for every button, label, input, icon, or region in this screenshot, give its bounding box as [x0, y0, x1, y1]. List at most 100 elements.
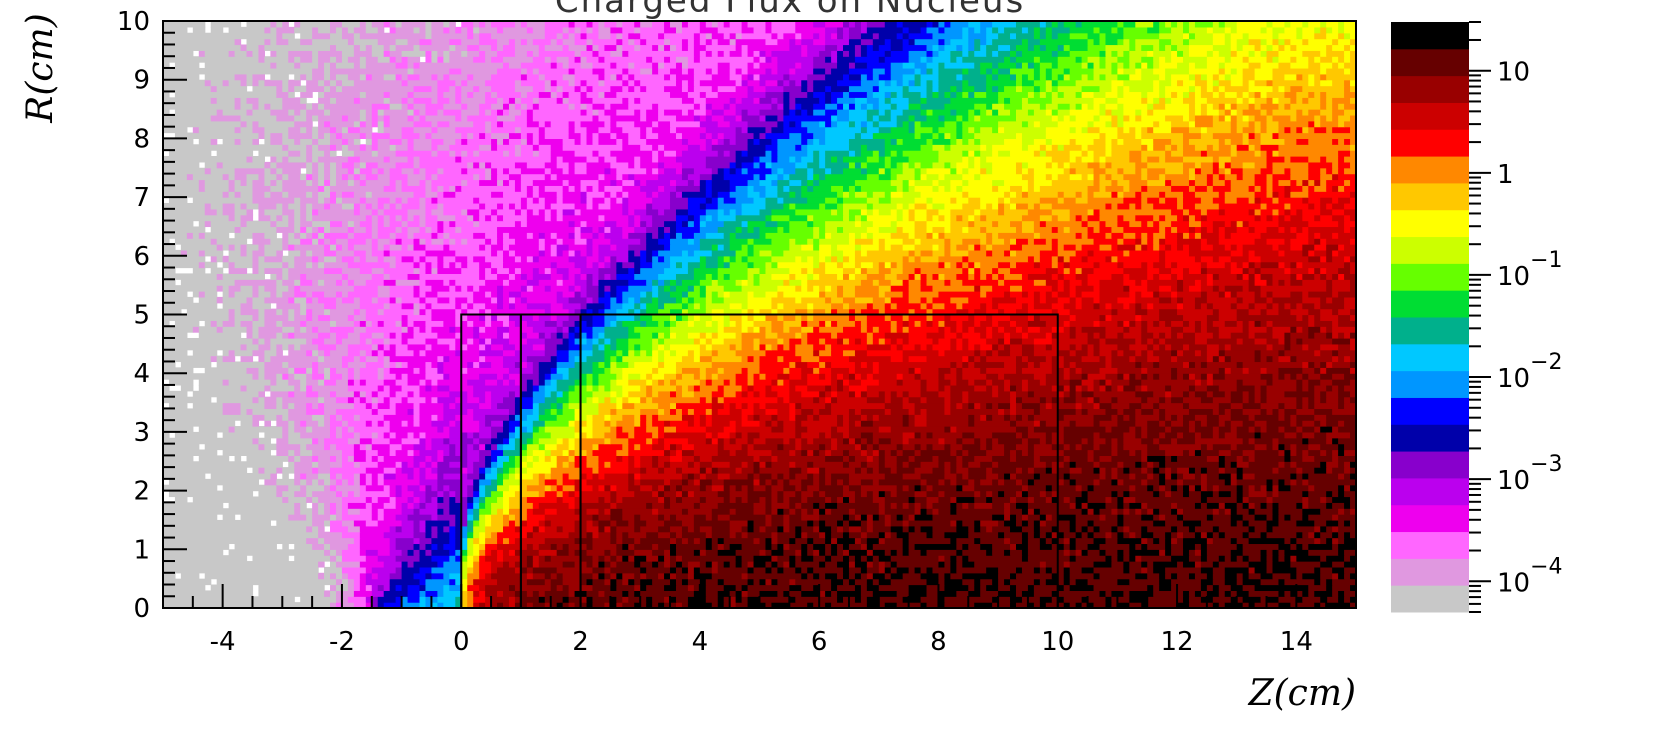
heatmap-cell — [801, 502, 814, 509]
heatmap-cell — [777, 525, 784, 533]
heatmap-cell — [1021, 396, 1041, 404]
heatmap-cell — [174, 496, 188, 503]
heatmap-cell — [240, 408, 248, 415]
heatmap-cell — [532, 426, 540, 433]
heatmap-cell — [1206, 390, 1214, 398]
heatmap-cell — [1117, 349, 1124, 357]
heatmap-cell — [1326, 384, 1333, 392]
heatmap-cell — [1284, 332, 1291, 339]
heatmap-cell — [1016, 584, 1029, 591]
heatmap-cell — [526, 566, 534, 574]
heatmap-cell — [341, 420, 349, 427]
heatmap-cell — [974, 455, 993, 462]
heatmap-cell — [962, 449, 969, 456]
heatmap-cell — [735, 590, 743, 597]
heatmap-cell — [163, 549, 224, 556]
heatmap-cell — [544, 572, 552, 580]
heatmap-cell — [1069, 572, 1095, 580]
heatmap-cell — [1063, 549, 1071, 556]
heatmap-cell — [449, 484, 462, 492]
heatmap-cell — [1183, 431, 1196, 439]
heatmap-cell — [1302, 543, 1309, 550]
heatmap-cell — [491, 572, 528, 580]
heatmap-cell — [1224, 373, 1262, 380]
heatmap-cell — [300, 343, 319, 351]
heatmap-cell — [264, 384, 271, 392]
heatmap-cell — [1177, 355, 1208, 363]
heatmap-cell — [1099, 549, 1107, 556]
heatmap-cell — [1027, 437, 1041, 445]
heatmap-cell — [1171, 367, 1178, 374]
heatmap-cell — [896, 373, 904, 380]
heatmap-cell — [556, 396, 570, 404]
heatmap-cell — [544, 384, 558, 392]
heatmap-cell — [926, 531, 934, 539]
heatmap-cell — [568, 549, 576, 556]
heatmap-cell — [574, 478, 582, 486]
heatmap-cell — [681, 467, 701, 474]
heatmap-cell — [1051, 590, 1059, 597]
heatmap-cell — [950, 461, 957, 468]
heatmap-cell — [843, 519, 850, 527]
heatmap-cell — [532, 343, 546, 351]
heatmap-cell — [938, 455, 957, 462]
heatmap-cell — [866, 566, 880, 574]
heatmap-cell — [705, 584, 725, 591]
heatmap-cell — [407, 472, 415, 480]
heatmap-cell — [526, 443, 540, 451]
heatmap-cell — [956, 484, 963, 492]
heatmap-cell — [520, 525, 534, 533]
heatmap-cell — [1200, 519, 1232, 527]
heatmap-cell — [520, 408, 534, 415]
heatmap-cell — [777, 531, 796, 539]
heatmap-cell — [425, 525, 433, 533]
heatmap-cell — [353, 367, 361, 374]
heatmap-cell — [1016, 490, 1023, 498]
heatmap-cell — [568, 490, 576, 498]
heatmap-cell — [980, 367, 987, 374]
heatmap-cell — [1153, 537, 1160, 545]
heatmap-cell — [461, 484, 468, 492]
heatmap-cell — [1260, 390, 1268, 398]
heatmap-cell — [401, 596, 409, 603]
heatmap-cell — [1117, 478, 1124, 486]
heatmap-cell — [1284, 461, 1291, 468]
heatmap-cell — [1063, 361, 1071, 368]
heatmap-cell — [610, 379, 617, 386]
heatmap-cell — [747, 531, 773, 539]
heatmap-cell — [395, 449, 409, 456]
heatmap-cell — [1016, 408, 1035, 415]
heatmap-cell — [1045, 431, 1053, 439]
heatmap-cell — [699, 566, 713, 574]
heatmap-cell — [860, 420, 874, 427]
heatmap-cell — [837, 373, 844, 380]
heatmap-cell — [1212, 484, 1220, 492]
heatmap-cell — [1296, 502, 1303, 509]
heatmap-cell — [425, 379, 433, 386]
heatmap-cell — [1284, 414, 1291, 421]
heatmap-cell — [729, 402, 737, 410]
heatmap-cell — [1254, 584, 1309, 591]
heatmap-cell — [664, 420, 671, 427]
heatmap-cell — [616, 555, 623, 562]
heatmap-cell — [693, 443, 719, 451]
heatmap-cell — [163, 449, 218, 456]
heatmap-cell — [670, 379, 677, 386]
heatmap-cell — [437, 426, 444, 433]
heatmap-cell — [1153, 337, 1160, 345]
heatmap-cell — [717, 449, 731, 456]
heatmap-cell — [455, 578, 462, 586]
heatmap-cell — [998, 572, 1011, 580]
heatmap-cell — [383, 508, 403, 515]
heatmap-cell — [831, 343, 868, 351]
heatmap-cell — [819, 355, 850, 363]
heatmap-cell — [1129, 525, 1142, 533]
heatmap-cell — [1332, 426, 1339, 433]
heatmap-cell — [359, 349, 367, 357]
heatmap-cell — [306, 320, 331, 327]
heatmap-cell — [771, 555, 778, 562]
heatmap-cell — [1016, 396, 1023, 404]
heatmap-cell — [395, 408, 409, 415]
heatmap-cell — [1093, 437, 1107, 445]
heatmap-cell — [747, 402, 755, 410]
